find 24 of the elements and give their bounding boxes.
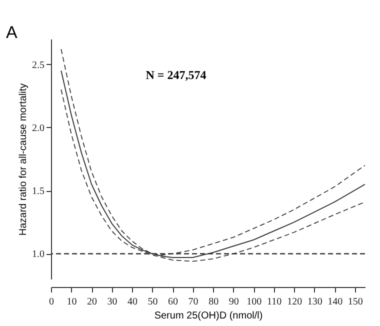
y-tick-label: 2.5 (32, 60, 44, 71)
text: A (6, 23, 18, 42)
x-tick-label: 120 (287, 296, 302, 308)
y-tick-label: 2.0 (32, 122, 44, 134)
x-tick-label: 10 (66, 296, 77, 308)
x-tick-label: 80 (208, 296, 219, 308)
x-tick-label: 40 (128, 296, 138, 308)
x-tick-label: 150 (348, 296, 363, 308)
x-tick-label: 110 (267, 296, 282, 308)
y-tick-label: 1.5 (32, 186, 44, 198)
x-tick-label: 0 (49, 296, 54, 308)
y-axis-title: Hazard ratio for all-cause mortality (18, 83, 29, 236)
x-tick-label: 60 (168, 296, 178, 308)
x-tick-label: 30 (107, 296, 118, 308)
y-tick-label: 1.0 (32, 249, 44, 260)
x-tick-label: 130 (307, 296, 322, 308)
x-tick-label: 70 (188, 296, 198, 308)
x-tick-label: 100 (246, 296, 262, 308)
annotation: N = 247,574 (146, 68, 206, 82)
x-tick-label: 90 (228, 296, 239, 308)
x-tick-label: 140 (328, 296, 343, 308)
x-tick-label: 20 (87, 296, 98, 308)
x-tick-label: 50 (148, 296, 158, 308)
x-axis-title: Serum 25(OH)D (nmol/l) (154, 310, 263, 322)
